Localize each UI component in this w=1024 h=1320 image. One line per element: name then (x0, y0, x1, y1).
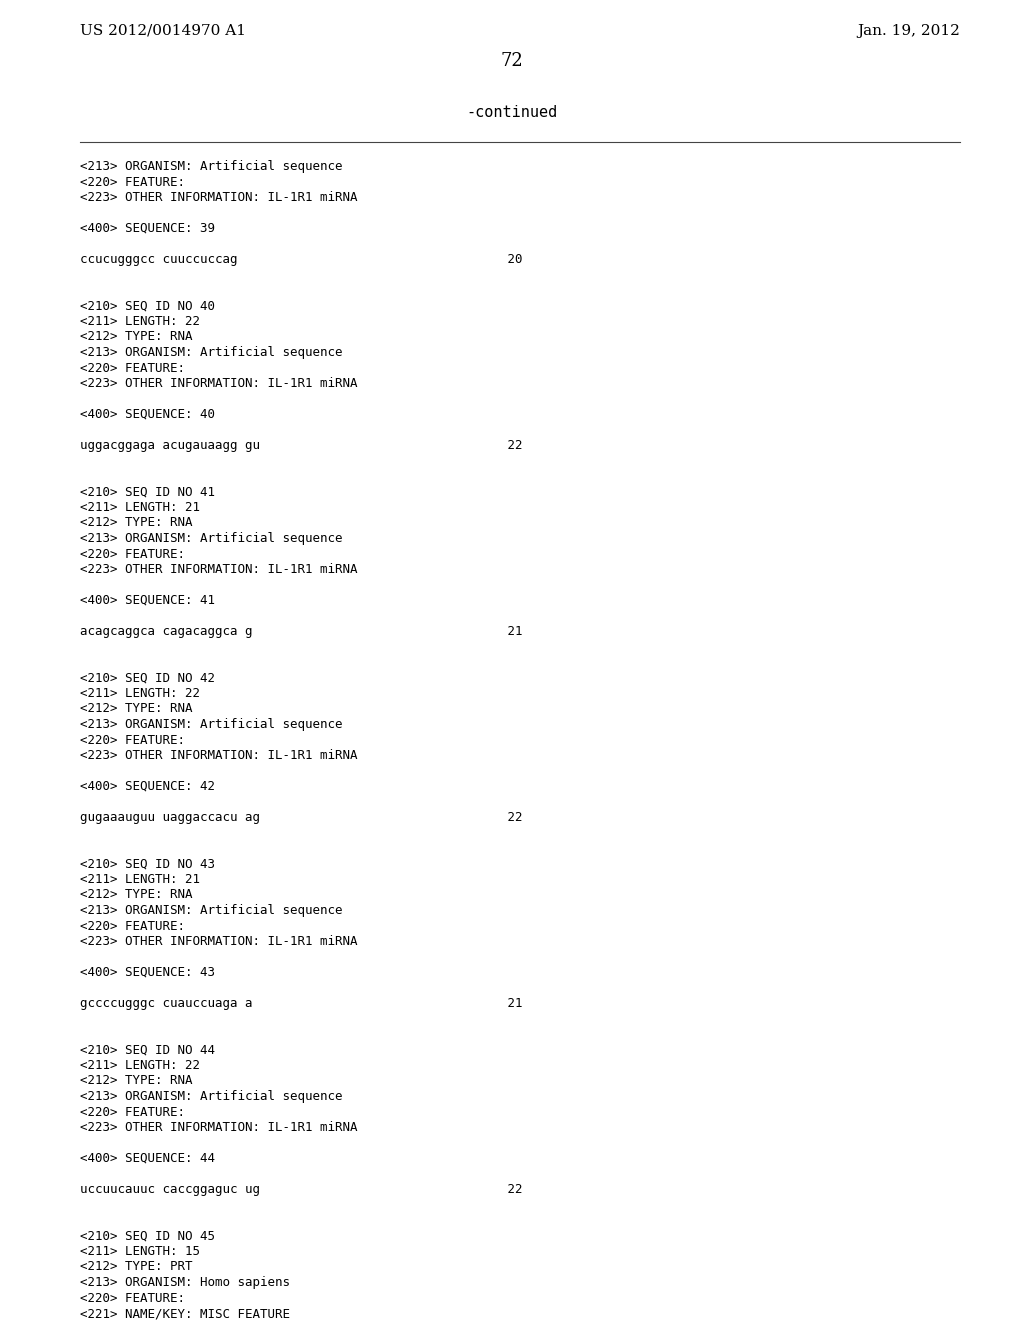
Text: <400> SEQUENCE: 39: <400> SEQUENCE: 39 (80, 222, 215, 235)
Text: <223> OTHER INFORMATION: IL-1R1 miRNA: <223> OTHER INFORMATION: IL-1R1 miRNA (80, 935, 357, 948)
Text: <212> TYPE: RNA: <212> TYPE: RNA (80, 1074, 193, 1088)
Text: acagcaggca cagacaggca g                                  21: acagcaggca cagacaggca g 21 (80, 624, 522, 638)
Text: <213> ORGANISM: Artificial sequence: <213> ORGANISM: Artificial sequence (80, 532, 342, 545)
Text: <211> LENGTH: 22: <211> LENGTH: 22 (80, 315, 200, 327)
Text: <223> OTHER INFORMATION: IL-1R1 miRNA: <223> OTHER INFORMATION: IL-1R1 miRNA (80, 1121, 357, 1134)
Text: <212> TYPE: PRT: <212> TYPE: PRT (80, 1261, 193, 1274)
Text: <400> SEQUENCE: 41: <400> SEQUENCE: 41 (80, 594, 215, 607)
Text: Jan. 19, 2012: Jan. 19, 2012 (857, 24, 961, 38)
Text: <221> NAME/KEY: MISC_FEATURE: <221> NAME/KEY: MISC_FEATURE (80, 1307, 290, 1320)
Text: <210> SEQ ID NO 45: <210> SEQ ID NO 45 (80, 1229, 215, 1242)
Text: uggacggaga acugauaagg gu                                 22: uggacggaga acugauaagg gu 22 (80, 440, 522, 451)
Text: <220> FEATURE:: <220> FEATURE: (80, 176, 185, 189)
Text: gccccugggc cuauccuaga a                                  21: gccccugggc cuauccuaga a 21 (80, 997, 522, 1010)
Text: <211> LENGTH: 15: <211> LENGTH: 15 (80, 1245, 200, 1258)
Text: gugaaauguu uaggaccacu ag                                 22: gugaaauguu uaggaccacu ag 22 (80, 810, 522, 824)
Text: <210> SEQ ID NO 41: <210> SEQ ID NO 41 (80, 486, 215, 499)
Text: <211> LENGTH: 21: <211> LENGTH: 21 (80, 502, 200, 513)
Text: <212> TYPE: RNA: <212> TYPE: RNA (80, 888, 193, 902)
Text: <213> ORGANISM: Artificial sequence: <213> ORGANISM: Artificial sequence (80, 1090, 342, 1104)
Text: <212> TYPE: RNA: <212> TYPE: RNA (80, 516, 193, 529)
Text: <213> ORGANISM: Artificial sequence: <213> ORGANISM: Artificial sequence (80, 904, 342, 917)
Text: <220> FEATURE:: <220> FEATURE: (80, 1106, 185, 1118)
Text: <400> SEQUENCE: 40: <400> SEQUENCE: 40 (80, 408, 215, 421)
Text: -continued: -continued (466, 106, 558, 120)
Text: <223> OTHER INFORMATION: IL-1R1 miRNA: <223> OTHER INFORMATION: IL-1R1 miRNA (80, 191, 357, 205)
Text: <220> FEATURE:: <220> FEATURE: (80, 548, 185, 561)
Text: <223> OTHER INFORMATION: IL-1R1 miRNA: <223> OTHER INFORMATION: IL-1R1 miRNA (80, 378, 357, 389)
Text: <223> OTHER INFORMATION: IL-1R1 miRNA: <223> OTHER INFORMATION: IL-1R1 miRNA (80, 564, 357, 576)
Text: 72: 72 (501, 51, 523, 70)
Text: <212> TYPE: RNA: <212> TYPE: RNA (80, 702, 193, 715)
Text: <212> TYPE: RNA: <212> TYPE: RNA (80, 330, 193, 343)
Text: <220> FEATURE:: <220> FEATURE: (80, 734, 185, 747)
Text: <213> ORGANISM: Artificial sequence: <213> ORGANISM: Artificial sequence (80, 346, 342, 359)
Text: <400> SEQUENCE: 43: <400> SEQUENCE: 43 (80, 966, 215, 979)
Text: <211> LENGTH: 21: <211> LENGTH: 21 (80, 873, 200, 886)
Text: <220> FEATURE:: <220> FEATURE: (80, 920, 185, 932)
Text: <210> SEQ ID NO 43: <210> SEQ ID NO 43 (80, 858, 215, 870)
Text: ccucugggcc cuuccuccag                                    20: ccucugggcc cuuccuccag 20 (80, 253, 522, 267)
Text: <213> ORGANISM: Artificial sequence: <213> ORGANISM: Artificial sequence (80, 718, 342, 731)
Text: <213> ORGANISM: Artificial sequence: <213> ORGANISM: Artificial sequence (80, 160, 342, 173)
Text: <211> LENGTH: 22: <211> LENGTH: 22 (80, 686, 200, 700)
Text: <220> FEATURE:: <220> FEATURE: (80, 362, 185, 375)
Text: <210> SEQ ID NO 42: <210> SEQ ID NO 42 (80, 672, 215, 685)
Text: <400> SEQUENCE: 42: <400> SEQUENCE: 42 (80, 780, 215, 793)
Text: <220> FEATURE:: <220> FEATURE: (80, 1291, 185, 1304)
Text: <400> SEQUENCE: 44: <400> SEQUENCE: 44 (80, 1152, 215, 1166)
Text: <223> OTHER INFORMATION: IL-1R1 miRNA: <223> OTHER INFORMATION: IL-1R1 miRNA (80, 748, 357, 762)
Text: <210> SEQ ID NO 44: <210> SEQ ID NO 44 (80, 1044, 215, 1056)
Text: <211> LENGTH: 22: <211> LENGTH: 22 (80, 1059, 200, 1072)
Text: uccuucauuc caccggaguc ug                                 22: uccuucauuc caccggaguc ug 22 (80, 1183, 522, 1196)
Text: <213> ORGANISM: Homo sapiens: <213> ORGANISM: Homo sapiens (80, 1276, 290, 1290)
Text: <210> SEQ ID NO 40: <210> SEQ ID NO 40 (80, 300, 215, 313)
Text: US 2012/0014970 A1: US 2012/0014970 A1 (80, 24, 246, 38)
